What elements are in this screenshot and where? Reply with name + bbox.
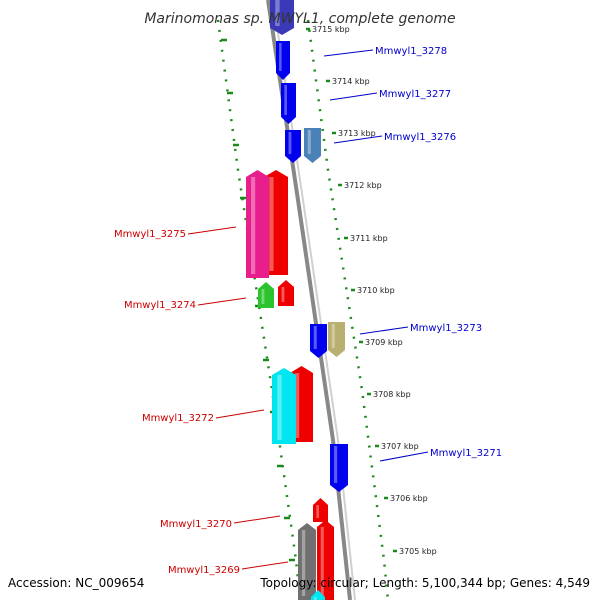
gene-arrow[interactable] <box>328 322 345 357</box>
gene-arrow[interactable] <box>298 523 316 600</box>
gene-label[interactable]: Mmwyl1_3278 <box>375 46 447 57</box>
gene-label[interactable]: Mmwyl1_3272 <box>142 413 214 424</box>
tick-label: 3713 kbp <box>338 129 376 138</box>
genome-stats-text: Topology: circular; Length: 5,100,344 bp… <box>259 576 590 590</box>
gene-arrow[interactable] <box>264 170 288 275</box>
gene-label[interactable]: Mmwyl1_3271 <box>430 448 502 459</box>
tick-label: 3709 kbp <box>365 338 403 347</box>
leader-line <box>215 409 265 419</box>
gene-arrow[interactable] <box>281 83 296 124</box>
tick-label: 3711 kbp <box>350 234 388 243</box>
leader-line <box>241 561 289 570</box>
map-title: Marinomonas sp. MWYL1, complete genome <box>144 11 455 27</box>
leader-line <box>187 226 237 235</box>
inner-dotted-line <box>216 19 302 600</box>
tick-label: 3705 kbp <box>399 547 437 556</box>
leader-line <box>359 326 409 335</box>
leader-line <box>323 49 374 57</box>
gene-arrow[interactable] <box>285 130 301 163</box>
tick-label: 3707 kbp <box>381 442 419 451</box>
gene-arrow[interactable] <box>310 324 327 358</box>
leader-line <box>197 297 247 306</box>
gene-label[interactable]: Mmwyl1_3273 <box>410 323 482 334</box>
gene-arrow[interactable] <box>258 282 274 308</box>
gene-label[interactable]: Mmwyl1_3275 <box>114 229 186 240</box>
tick-label: 3708 kbp <box>373 390 411 399</box>
gene-label[interactable]: Mmwyl1_3270 <box>160 519 232 530</box>
gene-label[interactable]: Mmwyl1_3277 <box>379 89 451 100</box>
tick-label: 3715 kbp <box>312 25 350 34</box>
gene-arrow[interactable] <box>272 368 296 444</box>
gene-label[interactable]: Mmwyl1_3274 <box>124 300 196 311</box>
leader-line <box>379 451 429 462</box>
outer-dotted-line <box>306 19 390 600</box>
leader-line <box>329 92 378 101</box>
gene-arrow[interactable] <box>246 170 269 278</box>
accession-text: Accession: NC_009654 <box>8 576 144 590</box>
gene-arrow[interactable] <box>311 590 325 600</box>
gene-arrow[interactable] <box>278 280 294 306</box>
gene-arrow[interactable] <box>276 41 290 80</box>
tick-label: 3712 kbp <box>344 181 382 190</box>
tick-label: 3710 kbp <box>357 286 395 295</box>
gene-arrow[interactable] <box>313 498 328 522</box>
gene-label[interactable]: Mmwyl1_3269 <box>168 565 240 576</box>
gene-arrow[interactable] <box>304 128 321 163</box>
gene-arrow[interactable] <box>270 0 294 35</box>
gene-arrow[interactable] <box>330 444 348 492</box>
leader-line <box>333 135 383 144</box>
leader-line <box>233 515 281 524</box>
tick-label: 3714 kbp <box>332 77 370 86</box>
gene-label[interactable]: Mmwyl1_3276 <box>384 132 456 143</box>
gene-arrow[interactable] <box>317 520 334 600</box>
dotted-boundary-lines <box>216 19 390 600</box>
tick-label: 3706 kbp <box>390 494 428 503</box>
